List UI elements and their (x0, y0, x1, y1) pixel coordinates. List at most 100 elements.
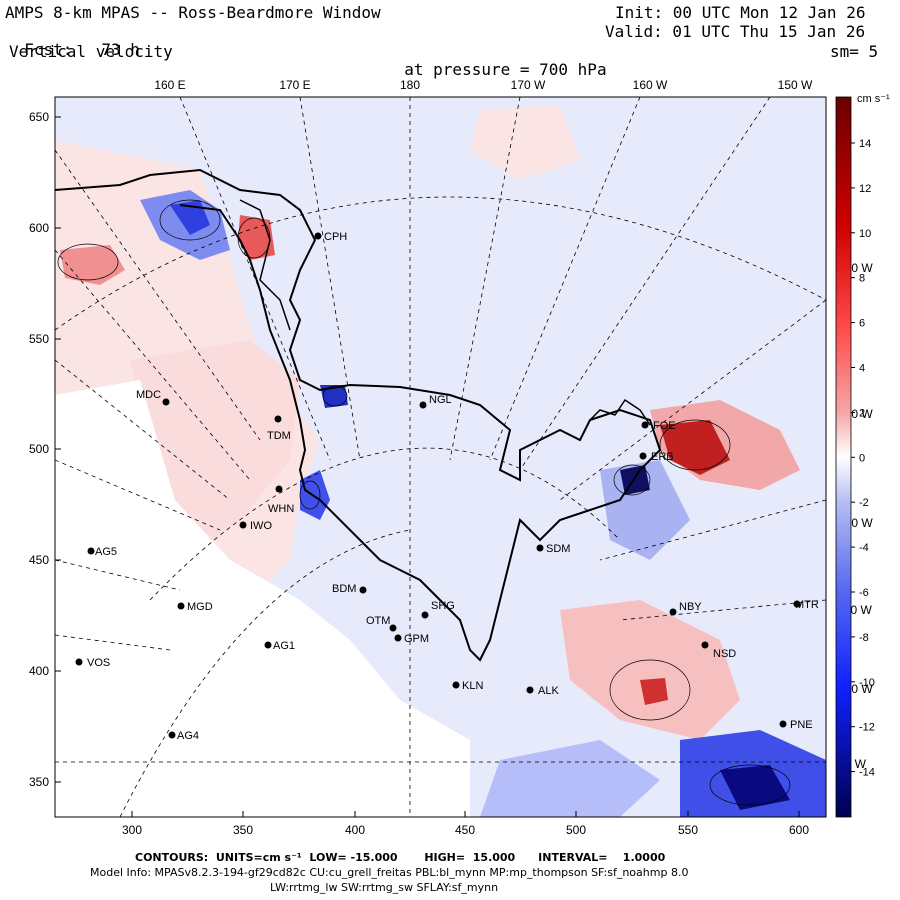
station-marker (168, 731, 176, 739)
fcst-value: 73 h (101, 40, 140, 59)
station-marker (536, 544, 544, 552)
station-marker (701, 641, 709, 649)
station-marker (641, 421, 649, 429)
y-tick-label: 350 (29, 775, 49, 789)
station-marker (793, 600, 801, 608)
y-tick-label: 550 (29, 332, 49, 346)
colorbar-label: -6 (859, 587, 869, 599)
station-label: CPH (324, 231, 347, 243)
y-tick-label: 500 (29, 442, 49, 456)
negative-patch-ngl (320, 385, 348, 408)
colorbar: cm s⁻¹ 14 12 10 8 6 4 2 0 -2 -4 -6 -8 -10 -12 -14 (835, 93, 890, 818)
station-label: OTM (366, 615, 390, 627)
x-tick-label: 500 (566, 823, 586, 837)
lon-label: 160 E (154, 78, 185, 92)
colorbar-label: -2 (859, 497, 869, 509)
lon-label: 180 (400, 78, 420, 92)
colorbar-label: 10 (859, 228, 871, 240)
colorbar-label: 12 (859, 183, 871, 195)
station-marker (162, 398, 170, 406)
station-label: AG4 (177, 730, 199, 742)
station-marker (669, 608, 677, 616)
footer-contours: CONTOURS: UNITS=cm s⁻¹ LOW= -15.000 HIGH… (135, 851, 666, 864)
x-axis: 300 350 400 450 500 550 600 (122, 811, 809, 837)
y-tick-label: 450 (29, 553, 49, 567)
y-tick-label: 650 (29, 110, 49, 124)
fcst-label: Fcst: (24, 40, 73, 59)
station-label: ERB (651, 451, 674, 463)
lon-label: 170 W (511, 78, 546, 92)
station-label: MGD (187, 601, 213, 613)
x-tick-label: 550 (678, 823, 698, 837)
station-label: IWO (250, 520, 272, 532)
stations: CPH MDC TDM NGL WHN IWO AG5 BDM MGD OTM SHG GPM AG1 V… (75, 231, 819, 742)
pressure-label: at pressure = (404, 60, 530, 79)
coastline-east (589, 398, 651, 426)
coastline (55, 168, 662, 662)
lon-label: 150 W (778, 78, 813, 92)
station-label: NSD (713, 648, 736, 660)
station-marker (314, 232, 322, 240)
negative-patch-3 (480, 740, 660, 817)
station-label: KLN (462, 680, 483, 692)
positive-region-south (560, 600, 740, 740)
station-label: NGL (429, 394, 452, 406)
field-name: Vertical velocity (9, 42, 173, 61)
station-label: NBY (679, 601, 702, 613)
station-marker (389, 624, 397, 632)
x-tick-label: 350 (233, 823, 253, 837)
smoothing: sm= 5 (830, 42, 879, 61)
station-label: VOS (87, 657, 110, 669)
negative-core-1 (170, 200, 210, 235)
colorbar-ticks: 14 12 10 8 6 4 2 0 -2 -4 -6 -8 -10 -12 -14 (851, 138, 875, 779)
y-axis: 650 600 550 500 450 400 350 (29, 110, 61, 789)
contours (57, 199, 791, 806)
colorbar-label: -12 (859, 722, 875, 734)
station-marker (239, 521, 247, 529)
station-marker (275, 485, 283, 493)
colorbar-label: -10 (859, 677, 875, 689)
negative-core-south (720, 765, 790, 810)
station-marker (177, 602, 185, 610)
station-label: TDM (267, 430, 291, 442)
station-marker (87, 547, 95, 555)
footer-model-info: Model Info: MPASv8.2.3-194-gf29cd82c CU:… (90, 866, 689, 879)
colorbar-label: -8 (859, 632, 869, 644)
colorbar-label: 6 (859, 318, 865, 330)
colorbar-label: -4 (859, 542, 869, 554)
station-marker (639, 452, 647, 460)
station-marker (264, 641, 272, 649)
x-tick-label: 450 (455, 823, 475, 837)
station-marker (359, 586, 367, 594)
colorbar-label: 4 (859, 363, 865, 375)
forecast-label: Fcst: 73 h (5, 23, 140, 59)
station-marker (452, 681, 460, 689)
colorbar-label: 0 (859, 452, 865, 464)
negative-core-erb (620, 465, 650, 495)
pressure-value: 700 hPa (539, 60, 607, 79)
colorbar-label: 2 (859, 407, 865, 419)
station-label: MTR (795, 599, 819, 611)
colorbar-label: -14 (859, 767, 875, 779)
negative-patch-whn (300, 470, 330, 520)
longitude-labels: 160 E 170 E 180 170 W 160 W 150 W (154, 78, 813, 92)
station-marker (526, 686, 534, 694)
station-marker (419, 401, 427, 409)
y-tick-label: 600 (29, 221, 49, 235)
station-label: AG5 (95, 546, 117, 558)
colorbar-label: 8 (859, 273, 865, 285)
no-data-plateau (55, 380, 470, 817)
colorbar-gradient (835, 96, 852, 818)
station-label: AG1 (273, 640, 295, 652)
map-plot-area (55, 97, 826, 817)
colorbar-units: cm s⁻¹ (857, 93, 890, 105)
station-label: SHG (431, 600, 455, 612)
station-label: PNE (790, 719, 813, 731)
header-title: AMPS 8-km MPAS -- Ross-Beardmore Window (5, 3, 381, 22)
positive-core-east (660, 420, 730, 475)
y-tick-label: 400 (29, 664, 49, 678)
lon-label: 160 W (633, 78, 668, 92)
x-tick-label: 300 (122, 823, 142, 837)
x-tick-label: 600 (789, 823, 809, 837)
station-label: WHN (268, 503, 294, 515)
